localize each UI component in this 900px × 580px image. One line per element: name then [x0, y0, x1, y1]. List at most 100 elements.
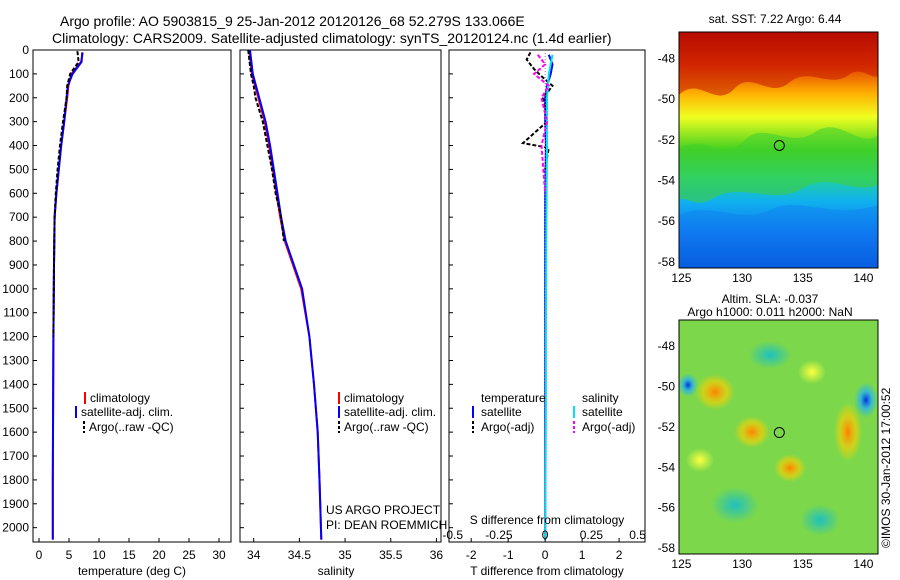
lat-tick-label: -54 [658, 174, 676, 188]
s-tick-label: -0.25 [485, 528, 513, 542]
depth-tick-label: 200 [9, 91, 29, 105]
lon-tick-label: 140 [853, 557, 873, 571]
lat-tick-label: -56 [658, 501, 676, 515]
depth-tick-label: 1800 [2, 473, 29, 487]
s-tick-label: 0.5 [629, 528, 646, 542]
x-tick-label: 30 [212, 548, 226, 562]
depth-tick-label: 500 [9, 162, 29, 176]
sst-front [679, 127, 878, 203]
depth-tick-label: 800 [9, 234, 29, 248]
lat-tick-label: -52 [658, 133, 676, 147]
sla-high-anomaly [798, 360, 826, 384]
sla-high-anomaly [774, 454, 806, 482]
lat-tick-label: -58 [658, 255, 676, 269]
depth-tick-label: 1700 [2, 449, 29, 463]
sla-high-anomaly [695, 374, 735, 410]
sla-low-anomaly [748, 341, 792, 369]
legend-label-t-satellite: satellite [481, 405, 522, 419]
series-line [247, 49, 285, 242]
legend-label-satellite: satellite-adj. clim. [81, 405, 173, 419]
x-tick-label: 1 [579, 548, 586, 562]
salinity-legend: climatology satellite-adj. clim. Argo(..… [338, 391, 436, 434]
sla-map-subtitle: Argo h1000: 0.011 h2000: NaN [687, 305, 852, 319]
depth-tick-label: 400 [9, 139, 29, 153]
depth-tick-labels: 0 100 200 300 400 500 600 700 800 900 1000 1100 1200… [2, 43, 29, 535]
title-line1: Argo profile: AO 5903815_9 25-Jan-2012 2… [60, 13, 525, 29]
depth-tick-label: 600 [9, 186, 29, 200]
s-tick-label: -0.5 [442, 528, 463, 542]
lat-tick-label: -50 [658, 92, 676, 106]
x-tick-label: 35.5 [379, 548, 403, 562]
salinity-series [247, 49, 323, 540]
depth-tick-label: 1400 [2, 377, 29, 391]
legend-label-argo: Argo(..raw -QC) [89, 420, 174, 434]
x-tick-label: 25 [182, 548, 196, 562]
x-tick-label: 34 [247, 548, 261, 562]
legend-label-satellite: satellite-adj. clim. [344, 405, 436, 419]
salinity-x-ticks: 34 34.5 35 35.5 36 [247, 538, 443, 562]
sst-warm-band [679, 32, 878, 96]
legend-heading-salinity: salinity [582, 391, 619, 405]
x-tick-label: 5 [66, 548, 73, 562]
difference-series [520, 51, 554, 540]
lat-tick-label: -50 [658, 380, 676, 394]
x-tick-label: 15 [122, 548, 136, 562]
sla-low-anomaly [854, 382, 878, 418]
x-tick-label: 36 [430, 548, 444, 562]
sla-map-frame [678, 319, 879, 555]
legend-label-t-argo: Argo(-adj) [481, 420, 534, 434]
temperature-x-ticks: 0 5 10 15 20 25 30 [36, 538, 226, 562]
sla-low-anomaly [678, 373, 698, 397]
credit-label: ©IMOS 30-Jan-2012 17:00:52 [879, 387, 893, 548]
title-line2: Climatology: CARS2009. Satellite-adjuste… [52, 30, 612, 46]
temperature-panel [32, 49, 232, 543]
project-label: US ARGO PROJECT [326, 503, 441, 517]
depth-tick-label: 900 [9, 258, 29, 272]
sla-low-anomaly [800, 504, 840, 536]
sla-high-anomaly [686, 448, 714, 472]
legend-label-s-satellite: satellite [582, 405, 623, 419]
lat-tick-label: -54 [658, 460, 676, 474]
legend-label-climatology: climatology [90, 391, 150, 405]
series-line [52, 51, 80, 337]
s-tick-label: 0 [542, 528, 549, 542]
sla-high-anomaly [734, 416, 770, 448]
sst-lat-ticks: -48 -50 -52 -54 -56 -58 [658, 51, 676, 268]
legend-label-argo: Argo(..raw -QC) [344, 420, 429, 434]
pi-label: PI: DEAN ROEMMICH [326, 518, 447, 532]
depth-tick-label: 0 [22, 43, 29, 57]
sla-map-title: Altim. SLA: -0.037 [722, 292, 819, 306]
temperature-legend: climatology satellite-adj. clim. Argo(..… [75, 391, 174, 434]
x-tick-label: 10 [92, 548, 106, 562]
depth-tick-label: 1900 [2, 497, 29, 511]
sst-cold-band [679, 205, 878, 268]
legend-label-climatology: climatology [344, 391, 404, 405]
legend-label-s-argo: Argo(-adj) [582, 420, 635, 434]
s-difference-x-ticks: -0.5 -0.25 0 0.25 0.5 [442, 528, 646, 542]
depth-tick-label: 1500 [2, 401, 29, 415]
depth-tick-marks [33, 49, 453, 529]
sst-map-title: sat. SST: 7.22 Argo: 6.44 [709, 12, 842, 26]
lon-tick-label: 125 [671, 271, 691, 285]
lat-tick-label: -56 [658, 214, 676, 228]
lon-tick-label: 130 [732, 271, 752, 285]
depth-tick-label: 700 [9, 210, 29, 224]
legend-heading-temperature: temperature [481, 391, 546, 405]
lon-tick-label: 125 [671, 557, 691, 571]
lat-tick-label: -48 [658, 339, 676, 353]
lat-tick-label: -58 [658, 541, 676, 555]
s-tick-label: 0.25 [580, 528, 604, 542]
sla-lon-ticks: 125 130 135 140 [671, 557, 873, 571]
lat-tick-label: -48 [658, 51, 676, 65]
depth-tick-label: 1300 [2, 353, 29, 367]
sst-argo-marker [773, 140, 785, 152]
depth-tick-label: 1600 [2, 425, 29, 439]
lat-tick-label: -52 [658, 420, 676, 434]
salinity-panel [239, 49, 442, 543]
lon-tick-label: 135 [793, 271, 813, 285]
series-line [532, 54, 551, 194]
sla-low-anomaly [711, 487, 759, 523]
temperature-series [51, 51, 84, 540]
series-line [520, 51, 554, 170]
